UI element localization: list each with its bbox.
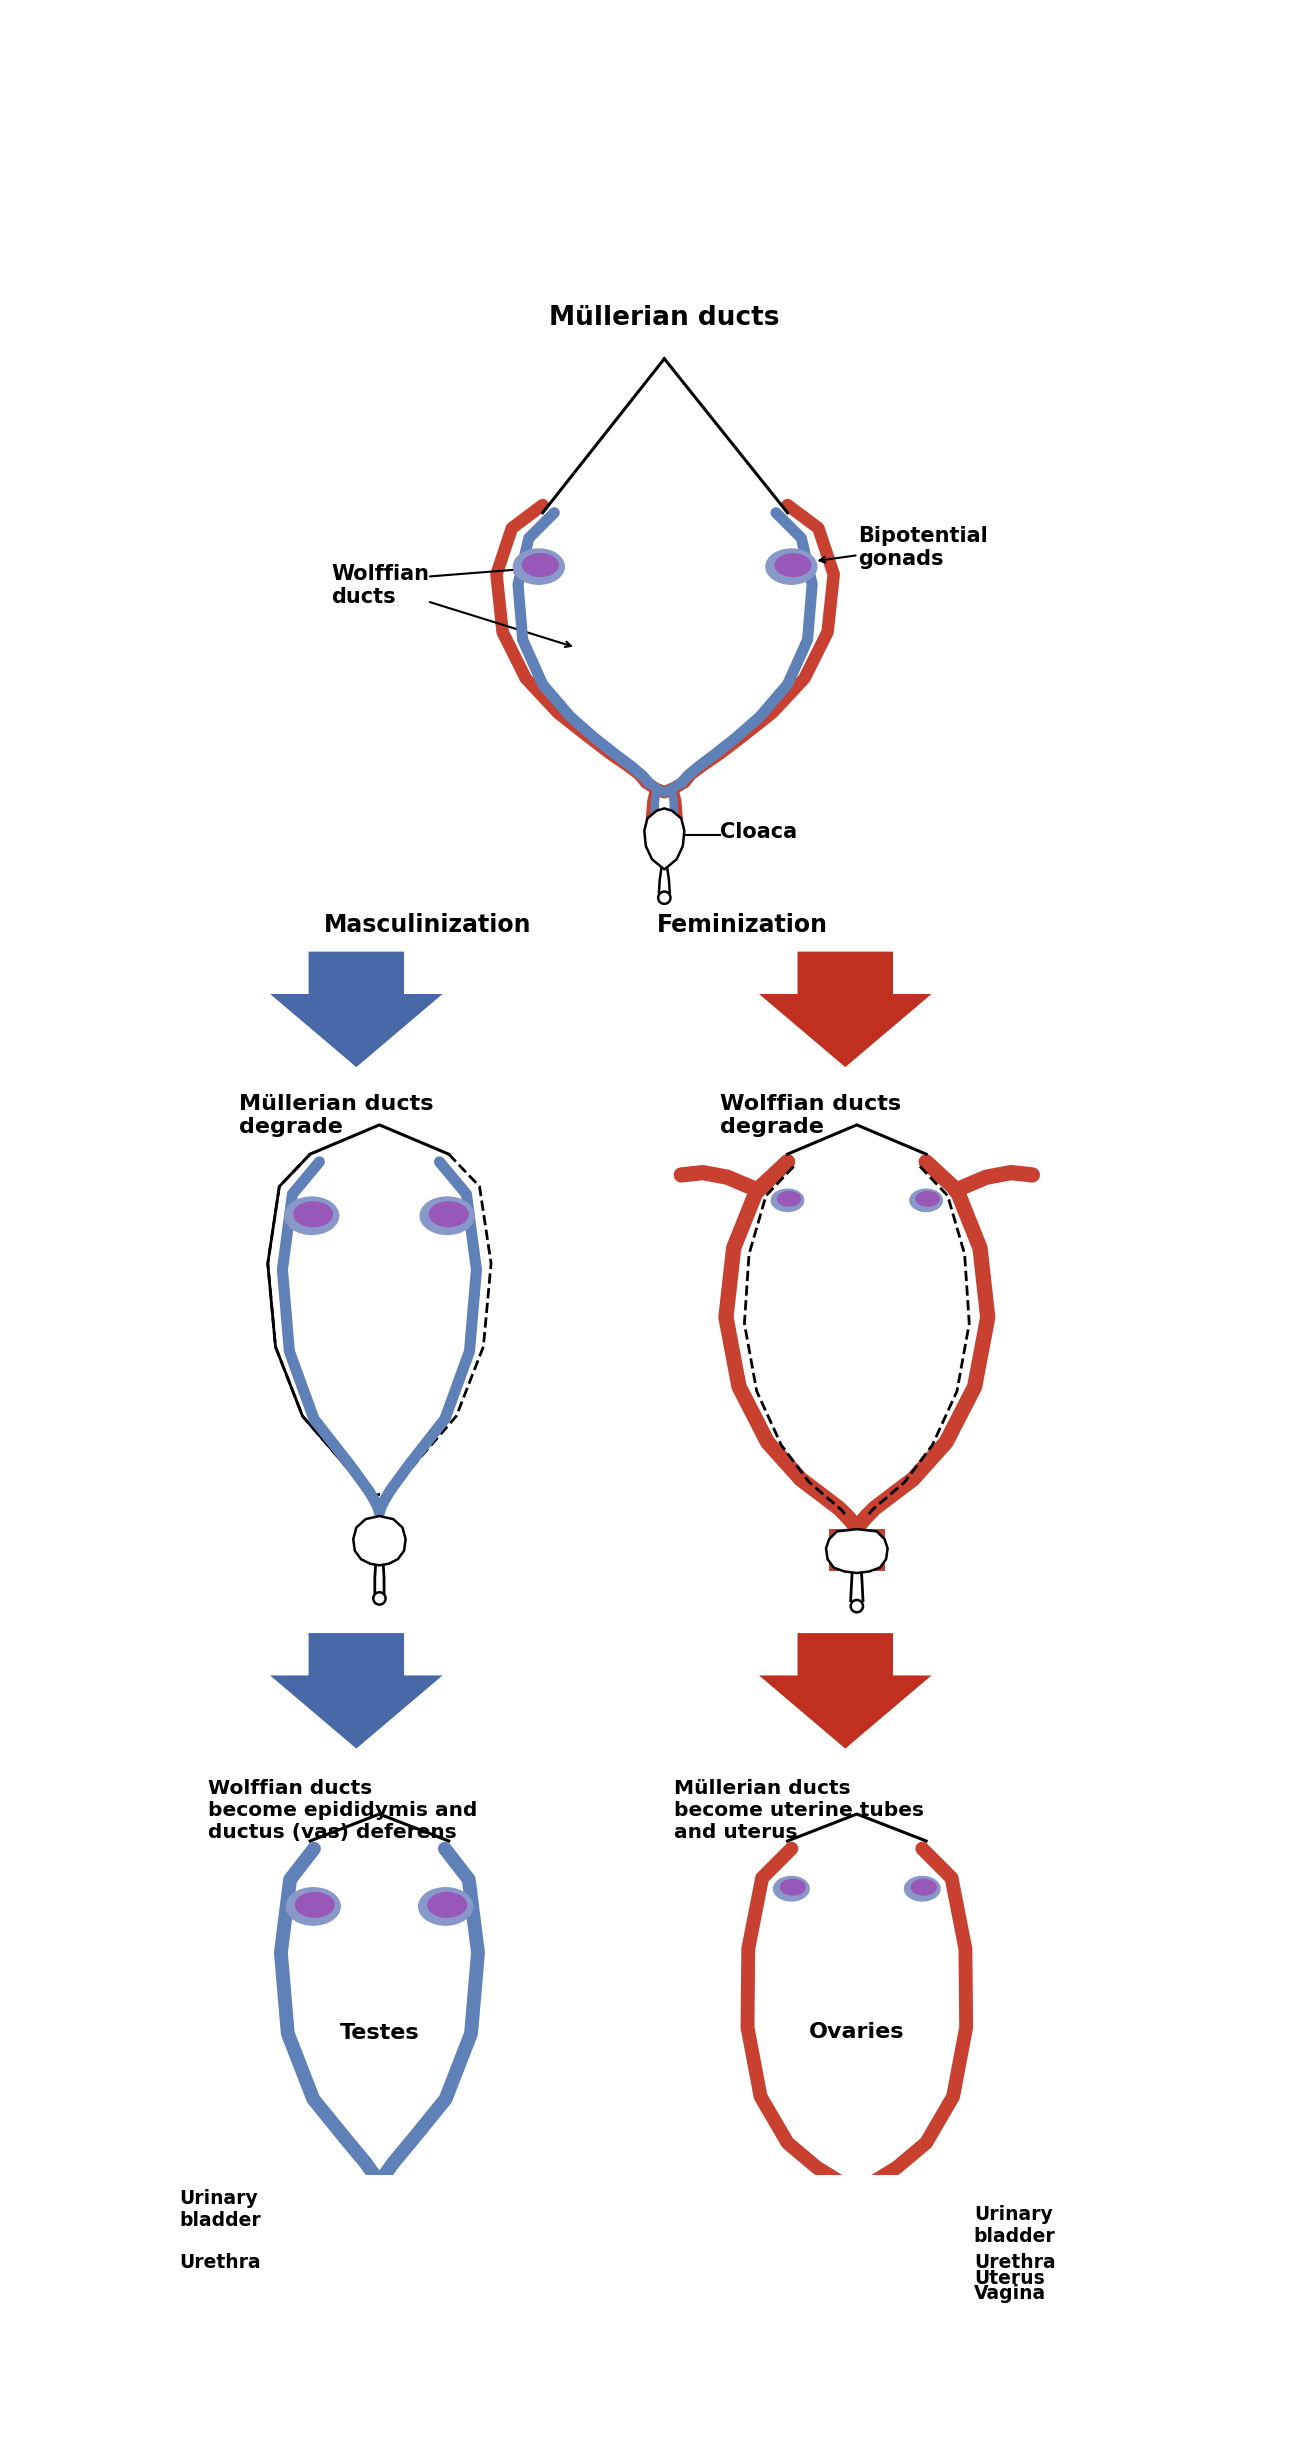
Ellipse shape bbox=[512, 547, 565, 584]
Ellipse shape bbox=[419, 1195, 475, 1234]
Text: Bipotential
gonads: Bipotential gonads bbox=[859, 525, 988, 569]
Ellipse shape bbox=[910, 1879, 936, 1897]
Ellipse shape bbox=[293, 1200, 333, 1227]
Text: Müllerian ducts
become uterine tubes
and uterus: Müllerian ducts become uterine tubes and… bbox=[673, 1779, 923, 1843]
Polygon shape bbox=[759, 951, 931, 1068]
Text: Ovaries: Ovaries bbox=[809, 2021, 904, 2041]
Polygon shape bbox=[270, 1633, 442, 1747]
Ellipse shape bbox=[770, 1188, 804, 1212]
Polygon shape bbox=[759, 1633, 931, 1747]
Circle shape bbox=[374, 1593, 385, 1606]
Polygon shape bbox=[826, 1530, 887, 1574]
Ellipse shape bbox=[294, 1892, 335, 1919]
Polygon shape bbox=[351, 2190, 407, 2239]
Circle shape bbox=[851, 1601, 863, 1613]
Text: Uterus: Uterus bbox=[974, 2268, 1044, 2288]
Ellipse shape bbox=[909, 1188, 943, 1212]
Text: Masculinization: Masculinization bbox=[323, 912, 530, 936]
Polygon shape bbox=[645, 809, 685, 870]
Circle shape bbox=[850, 2288, 864, 2300]
Bar bbox=[829, 1530, 885, 1571]
Ellipse shape bbox=[904, 1877, 940, 1901]
Ellipse shape bbox=[773, 1877, 809, 1901]
Ellipse shape bbox=[427, 1892, 467, 1919]
Text: Müllerian ducts
degrade: Müllerian ducts degrade bbox=[239, 1095, 433, 1136]
Ellipse shape bbox=[779, 1879, 805, 1897]
Text: Urethra: Urethra bbox=[179, 2253, 261, 2273]
Ellipse shape bbox=[765, 547, 817, 584]
Text: Cloaca: Cloaca bbox=[720, 821, 796, 843]
Text: Wolffian
ducts: Wolffian ducts bbox=[331, 565, 429, 609]
Ellipse shape bbox=[284, 1195, 340, 1234]
Polygon shape bbox=[270, 951, 442, 1068]
Text: Urinary
bladder: Urinary bladder bbox=[179, 2187, 261, 2229]
Ellipse shape bbox=[774, 552, 812, 577]
Text: Testes: Testes bbox=[340, 2024, 419, 2043]
Text: Urethra: Urethra bbox=[974, 2253, 1056, 2273]
Circle shape bbox=[658, 892, 671, 904]
Circle shape bbox=[372, 2270, 387, 2285]
Ellipse shape bbox=[429, 1200, 468, 1227]
Polygon shape bbox=[353, 1515, 406, 1564]
Ellipse shape bbox=[285, 1887, 341, 1926]
Text: Vagina: Vagina bbox=[974, 2285, 1045, 2302]
Text: Urinary
bladder: Urinary bladder bbox=[974, 2204, 1056, 2246]
Text: Wolffian ducts
degrade: Wolffian ducts degrade bbox=[720, 1095, 901, 1136]
Polygon shape bbox=[825, 2207, 890, 2253]
Ellipse shape bbox=[521, 552, 559, 577]
Ellipse shape bbox=[418, 1887, 473, 1926]
Ellipse shape bbox=[916, 1190, 940, 1207]
Ellipse shape bbox=[777, 1190, 802, 1207]
Text: Müllerian ducts: Müllerian ducts bbox=[549, 306, 779, 330]
Text: Wolffian ducts
become epididymis and
ductus (vas) deferens: Wolffian ducts become epididymis and duc… bbox=[208, 1779, 477, 1843]
Text: Feminization: Feminization bbox=[658, 912, 829, 936]
Bar bbox=[830, 2209, 883, 2261]
